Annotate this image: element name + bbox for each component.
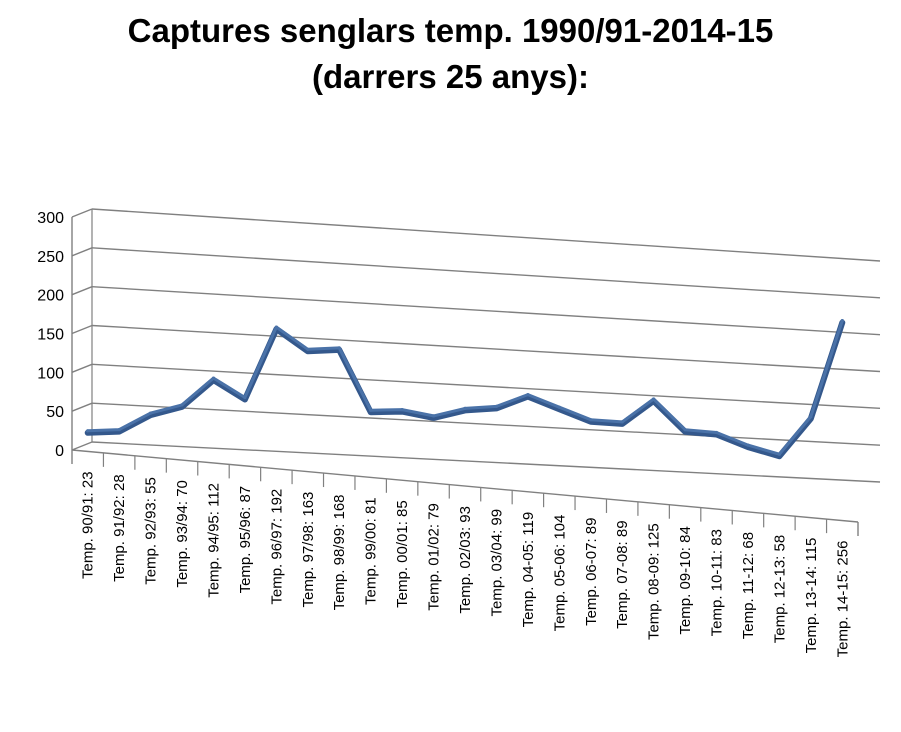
x-tick-label: Temp. 98/99: 168: [331, 494, 348, 610]
x-tick-label: Temp. 06-07: 89: [583, 518, 600, 626]
y-tick-label: 0: [55, 443, 64, 460]
series-line-shadow: [84, 319, 846, 460]
data-point: [557, 405, 561, 409]
gridline-depth: [71, 247, 93, 257]
data-point: [211, 376, 216, 380]
gridline-depth: [71, 324, 93, 335]
gridline: [91, 208, 881, 262]
chart-title: Captures senglars temp. 1990/91-2014-15 …: [0, 8, 901, 100]
chart-title-line-1: Captures senglars temp. 1990/91-2014-15: [127, 12, 774, 49]
gridline-depth: [71, 402, 93, 412]
x-tick-label: Temp. 99/00: 81: [363, 497, 380, 605]
data-point: [840, 319, 844, 323]
gridline-depth: [71, 363, 93, 373]
x-tick-label: Temp. 04-05: 119: [520, 512, 537, 628]
y-tick-label: 200: [37, 288, 64, 305]
gridline: [91, 247, 881, 299]
x-tick-label: Temp. 97/98: 163: [300, 492, 317, 608]
x-tick-label: Temp. 91/92: 28: [111, 474, 128, 582]
x-tick-label: Temp. 03/04: 99: [488, 509, 505, 617]
data-point: [180, 403, 184, 407]
x-tick-labels: Temp. 90/91: 23 Temp. 91/92: 28 Temp. 92/9…: [80, 471, 852, 657]
x-tick-label: Temp. 02/03: 93: [457, 506, 474, 614]
series-line-path: [86, 319, 844, 456]
x-tick-label: Temp. 90/91: 23: [80, 471, 97, 579]
data-point: [683, 428, 687, 432]
x-tick-label: Temp. 05-06: 104: [551, 515, 568, 632]
gridline-depth: [71, 286, 93, 296]
data-point: [589, 418, 593, 422]
x-tick-label: Temp. 13-14: 115: [803, 538, 820, 654]
data-point: [243, 395, 247, 400]
data-point: [400, 408, 404, 412]
x-tick-label: Temp. 94/95: 112: [205, 483, 222, 598]
gridline: [91, 285, 881, 336]
y-tick-label: 150: [37, 327, 64, 344]
gridline: [91, 363, 881, 410]
data-point: [432, 414, 436, 418]
gridline-depth: [71, 441, 93, 451]
x-tick-label: Temp. 14-15: 256: [834, 541, 851, 658]
gridline: [91, 441, 881, 483]
data-point: [306, 347, 310, 351]
x-tick-label: Temp. 11-12: 68: [740, 532, 757, 639]
data-point: [337, 346, 341, 350]
data-point: [463, 406, 467, 410]
data-point: [494, 404, 498, 408]
x-tick-label: Temp. 12-13: 58: [771, 535, 788, 643]
x-tick-label: Temp. 09-10: 84: [677, 526, 694, 634]
x-tick-label: Temp. 93/94: 70: [174, 480, 191, 588]
data-point: [86, 429, 90, 433]
gridlines: [71, 208, 881, 483]
data-point: [274, 325, 278, 329]
data-point: [149, 411, 153, 415]
axes: [71, 209, 859, 536]
x-tick-label: Temp. 92/93: 55: [143, 477, 160, 585]
data-point: [369, 408, 373, 412]
gridline-depth: [71, 208, 93, 218]
x-tick-label: Temp. 00/01: 85: [394, 500, 411, 608]
x-tick-label: Temp. 10-11: 83: [709, 529, 726, 636]
data-point: [117, 428, 121, 432]
data-point: [809, 415, 813, 419]
series-line: [84, 319, 846, 460]
y-tick-label: 250: [37, 249, 64, 266]
data-point: [526, 393, 530, 397]
y-tick-label: 50: [46, 404, 64, 421]
data-point: [714, 430, 719, 435]
data-point: [746, 443, 750, 447]
gridline: [91, 324, 881, 373]
data-point: [777, 452, 782, 456]
data-point: [652, 397, 656, 401]
y-tick-labels: 0 50 100 150 200 250 300: [37, 210, 64, 460]
x-tick-label: Temp. 95/96: 87: [237, 486, 254, 594]
x-axis: [71, 449, 859, 523]
chart-title-line-2: (darrers 25 anys):: [312, 58, 589, 95]
y-tick-label: 100: [37, 365, 64, 382]
y-tick-label: 300: [37, 210, 64, 227]
x-tick-label: Temp. 96/97: 192: [268, 489, 285, 605]
x-tick-label: Temp. 08-09: 125: [646, 523, 663, 640]
x-tick-label: Temp. 01/02: 79: [426, 503, 443, 611]
gridline: [91, 402, 881, 446]
x-tick-label: Temp. 07-08: 89: [614, 520, 631, 628]
data-point: [620, 420, 624, 424]
